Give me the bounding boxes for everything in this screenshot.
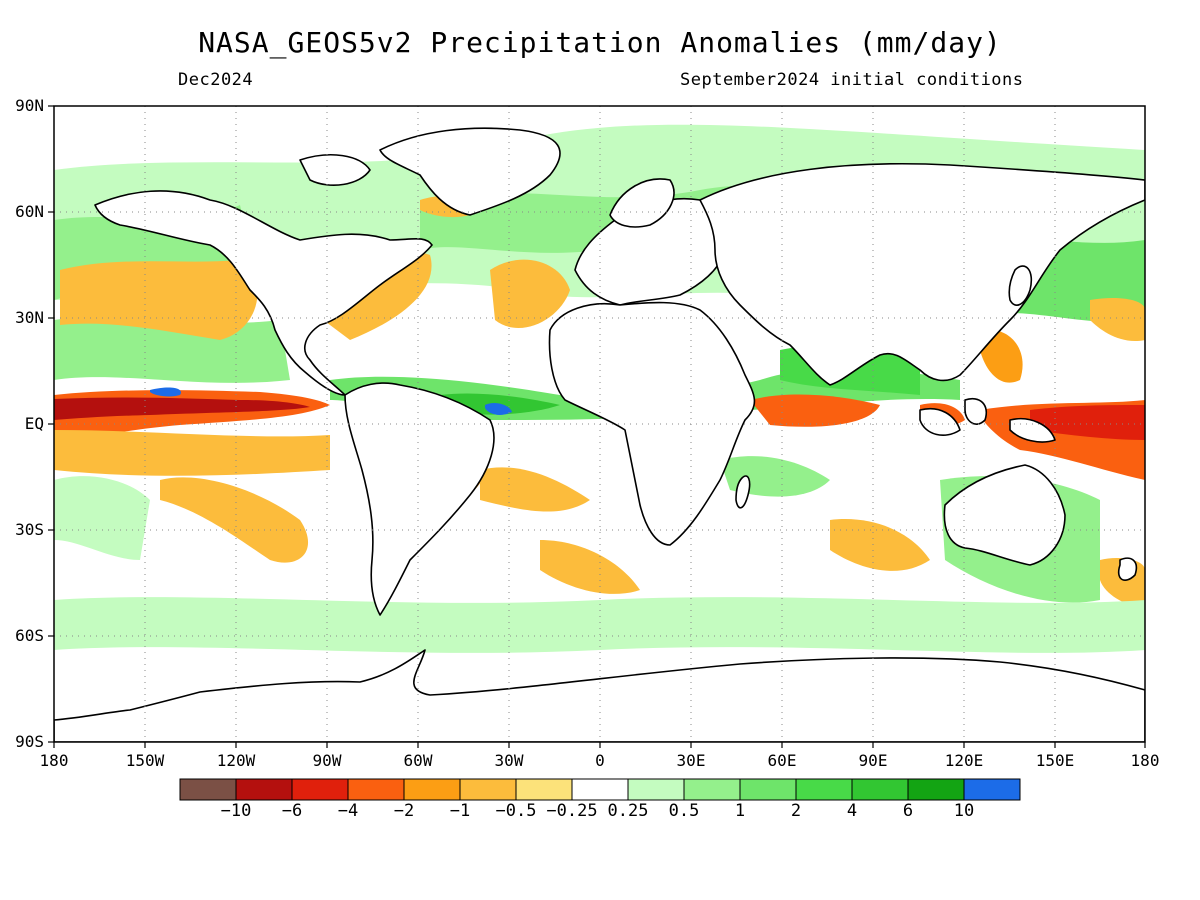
colorbar-swatch — [739, 778, 797, 801]
axis-ticks — [48, 105, 1146, 748]
anomaly-patch — [540, 540, 640, 594]
continent-outline — [919, 408, 961, 436]
colorbar-swatch — [347, 778, 405, 801]
anomaly-patch — [1030, 405, 1145, 440]
anomaly-patch — [60, 260, 258, 340]
colorbar-swatch — [683, 778, 741, 801]
lon-label-60w: 60W — [403, 751, 433, 770]
continent-outline — [94, 190, 433, 396]
initial-conditions: September2024 initial conditions — [680, 70, 1024, 90]
continent-outline — [1117, 557, 1138, 581]
colorbar-label: −10 — [220, 801, 252, 821]
continent-outline — [1008, 265, 1033, 306]
colorbar-swatch — [627, 778, 685, 801]
colorbar-label: −0.5 — [495, 801, 537, 821]
anomaly-patch — [1090, 298, 1145, 341]
anomaly-patch — [54, 597, 1145, 653]
continent-outline — [1009, 418, 1056, 443]
lat-label-60s: 60S — [15, 626, 44, 645]
lat-label-90n: 90N — [15, 96, 44, 115]
continent-outline — [699, 162, 1145, 386]
colorbar-swatch — [963, 778, 1021, 801]
colorbar-swatch — [907, 778, 965, 801]
colorbar-swatch — [515, 778, 573, 801]
colorbar-swatch — [179, 778, 237, 801]
colorbar-label: −4 — [337, 801, 359, 821]
anomaly-patch — [54, 430, 330, 476]
map-title: NASA_GEOS5v2 Precipitation Anomalies (mm… — [198, 26, 1002, 59]
continent-outline — [344, 382, 495, 616]
lat-label-60n: 60N — [15, 202, 44, 221]
colorbar-label: 1 — [734, 801, 746, 821]
coastlines — [54, 127, 1145, 742]
colorbar-label: −1 — [449, 801, 471, 821]
lon-label-180e: 180 — [1130, 751, 1160, 770]
lon-label-180w: 180 — [39, 751, 69, 770]
colorbar-swatch — [795, 778, 853, 801]
anomaly-patch — [310, 251, 432, 340]
lat-label-eq: EQ — [24, 414, 44, 433]
lon-label-30e: 30E — [676, 751, 706, 770]
lat-label-30n: 30N — [15, 308, 44, 327]
colorbar-swatch — [403, 778, 461, 801]
colorbar-label: 0.25 — [607, 801, 649, 821]
colorbar-label: 2 — [790, 801, 802, 821]
colorbar-swatch — [291, 778, 349, 801]
lon-label-120e: 120E — [944, 751, 984, 770]
anomaly-patch — [54, 476, 150, 560]
forecast-month: Dec2024 — [178, 70, 254, 90]
continent-outline — [964, 398, 987, 425]
lon-label-120w: 120W — [216, 751, 256, 770]
continent-outline — [735, 475, 751, 509]
colorbar-swatch — [571, 778, 629, 801]
continent-outline — [609, 178, 675, 228]
lon-label-0: 0 — [595, 751, 605, 770]
colorbar-label: 6 — [902, 801, 914, 821]
colorbar-swatch — [459, 778, 517, 801]
anomaly-patch — [150, 387, 181, 397]
colorbar-swatch — [235, 778, 293, 801]
lon-label-90w: 90W — [312, 751, 342, 770]
continent-outline — [54, 649, 1145, 742]
anomaly-patch — [980, 329, 1023, 383]
continent-outline — [379, 127, 561, 216]
lat-label-30s: 30S — [15, 520, 44, 539]
colorbar-label: 10 — [953, 801, 975, 821]
colorbar-label: 4 — [846, 801, 858, 821]
anomaly-patch — [160, 477, 309, 563]
lon-label-60e: 60E — [767, 751, 797, 770]
colorbar-label: 0.5 — [668, 801, 700, 821]
colorbar-label: −0.25 — [546, 801, 598, 821]
colorbar-swatch — [851, 778, 909, 801]
continent-outline — [943, 464, 1066, 566]
continent-outline — [548, 301, 756, 546]
grid — [54, 106, 1145, 742]
lon-label-150w: 150W — [125, 751, 165, 770]
continent-outline — [299, 154, 371, 186]
anomaly-patch — [490, 259, 570, 329]
lon-label-150e: 150E — [1035, 751, 1075, 770]
anomaly-patch — [830, 519, 930, 571]
anomaly-patch — [485, 402, 512, 415]
colorbar-label: −6 — [281, 801, 303, 821]
lat-label-90s: 90S — [15, 732, 44, 751]
colorbar-label: −2 — [393, 801, 415, 821]
lon-label-90e: 90E — [858, 751, 888, 770]
colorbar — [179, 778, 1021, 801]
lon-label-30w: 30W — [494, 751, 524, 770]
anomaly-patch — [480, 467, 590, 512]
anomaly-patch — [54, 397, 310, 420]
